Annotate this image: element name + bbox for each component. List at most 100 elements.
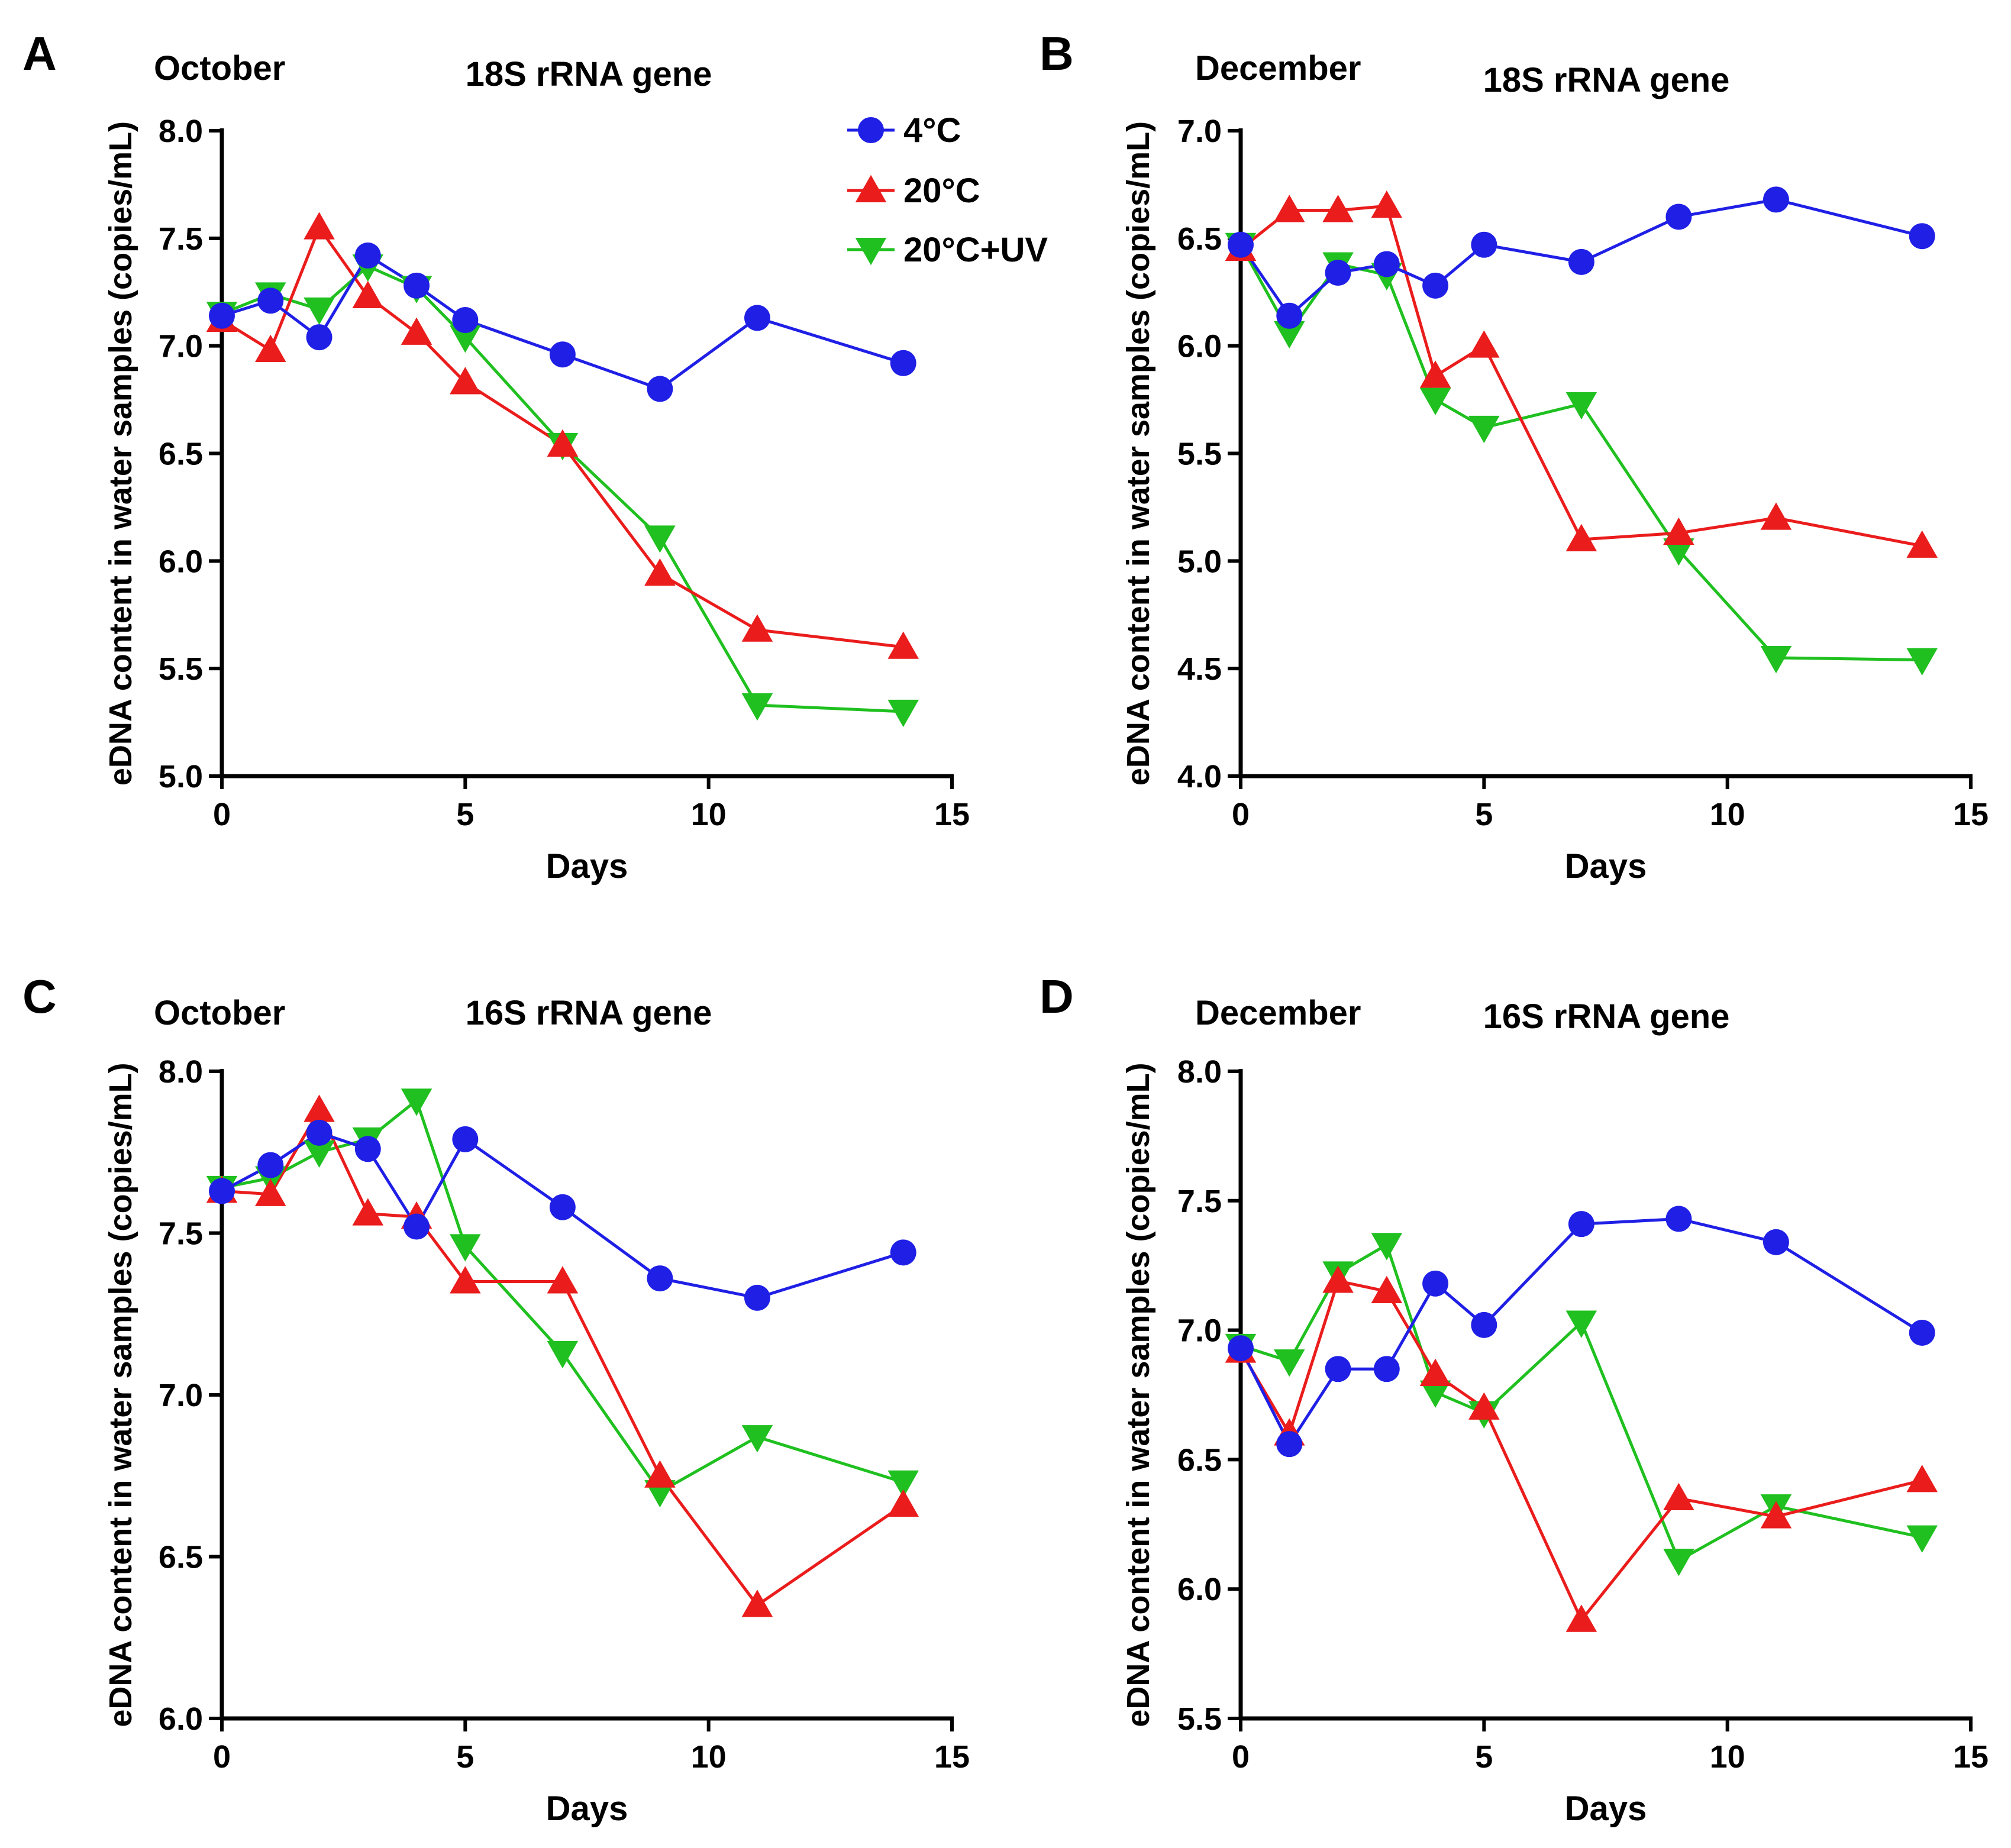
data-point-4c — [1471, 1311, 1497, 1338]
data-point-4c — [647, 376, 673, 402]
data-point-20cuv — [1274, 321, 1305, 349]
data-point-4c — [1909, 223, 1935, 250]
data-point-4c — [209, 1178, 235, 1204]
data-point-20c — [741, 614, 773, 642]
data-point-4c — [1763, 1229, 1789, 1255]
series-line-20cuv — [221, 1099, 904, 1494]
data-point-20cuv — [1906, 648, 1938, 676]
y-tick-label: 6.5 — [159, 1540, 203, 1575]
data-point-20c — [1663, 517, 1694, 545]
panel-letter: D — [1040, 970, 1074, 1023]
chart-title: 16S rRNA gene — [1483, 997, 1730, 1036]
chart-panel-c: C October 16S rRNA gene 6.0 6.5 7.0 7.5 8.0 0 5 10… — [22, 970, 970, 1828]
data-point-4c — [1325, 1356, 1351, 1382]
x-tick-label: 5 — [1475, 797, 1493, 832]
data-point-20c — [450, 1266, 481, 1294]
legend-item-4c: 4°C — [847, 111, 961, 150]
data-point-4c — [1422, 272, 1449, 299]
legend-item-20c: 20°C — [847, 172, 980, 210]
data-point-4c — [890, 1239, 916, 1266]
data-point-20c — [1565, 524, 1597, 551]
legend-label: 4°C — [903, 111, 961, 150]
data-point-4c — [744, 1284, 770, 1311]
data-point-20c — [1419, 1358, 1451, 1386]
y-tick-label: 6.5 — [1177, 221, 1222, 257]
data-point-20cuv — [1565, 1310, 1597, 1338]
panel-month: December — [1195, 49, 1361, 88]
series-line-20c — [221, 226, 904, 649]
data-point-4c — [306, 324, 333, 351]
y-tick-label: 8.0 — [159, 114, 203, 149]
x-tick-label: 5 — [456, 797, 474, 832]
x-tick-label: 5 — [456, 1739, 474, 1775]
data-point-4c — [209, 302, 235, 329]
data-point-20cuv — [304, 297, 335, 325]
data-point-20c — [644, 1460, 676, 1488]
data-point-20cuv — [547, 1340, 579, 1369]
x-tick-label: 0 — [1232, 797, 1250, 832]
y-tick-label: 6.0 — [1177, 1572, 1222, 1607]
y-tick-label: 5.5 — [159, 651, 203, 687]
data-point-20c — [741, 1589, 773, 1617]
data-point-20c — [547, 429, 579, 457]
y-tick-label: 7.5 — [1177, 1184, 1222, 1219]
series-line-4c — [221, 1131, 904, 1300]
panel-letter: B — [1040, 27, 1074, 80]
data-point-20c — [1760, 502, 1792, 530]
data-point-4c — [306, 1119, 333, 1146]
legend-marker-4c — [858, 117, 884, 143]
data-point-20cuv — [887, 1470, 919, 1498]
y-tick-label: 7.0 — [159, 1378, 203, 1413]
data-point-20cuv — [304, 1140, 335, 1168]
data-point-20c — [1906, 530, 1938, 558]
y-tick-label: 5.0 — [1177, 544, 1222, 579]
series-line-20c — [221, 1109, 905, 1607]
data-point-4c — [1471, 231, 1497, 258]
data-point-20cuv — [1760, 645, 1792, 674]
data-point-20c — [255, 334, 286, 362]
x-tick-label: 10 — [691, 1739, 727, 1775]
data-point-4c — [1665, 203, 1692, 230]
legend-marker-20cuv — [855, 238, 887, 266]
chart-panel-a: A October 18S rRNA gene 5.0 5.5 6.0 6.5 7.0 7.5 8… — [22, 27, 970, 886]
data-point-20cuv — [401, 1088, 432, 1116]
data-point-20c — [1371, 190, 1403, 218]
x-tick-label: 0 — [1232, 1739, 1250, 1775]
data-point-20cuv — [1906, 1525, 1938, 1553]
data-point-4c — [452, 1126, 479, 1152]
data-point-4c — [744, 305, 770, 331]
data-point-20cuv — [741, 1425, 773, 1453]
x-axis-label: Days — [1565, 847, 1647, 886]
data-point-20cuv — [450, 325, 481, 353]
data-point-20c — [401, 317, 432, 345]
panel-month: October — [154, 994, 285, 1032]
series-line-4c — [1239, 1217, 1923, 1446]
legend-item-20cuv: 20°C+UV — [847, 231, 1048, 269]
data-point-4c — [354, 242, 381, 269]
data-point-20c — [1419, 360, 1451, 388]
y-tick-label: 7.5 — [159, 221, 203, 257]
chart-panel-b: B December 18S rRNA gene 4.0 4.5 5.0 5.5 6.0 6.5… — [1040, 27, 1989, 886]
series-line-20cuv — [1240, 1243, 1923, 1562]
data-point-20cuv — [450, 1234, 481, 1262]
data-point-4c — [890, 350, 916, 376]
x-axis-label: Days — [546, 1789, 628, 1828]
y-tick-label: 5.0 — [159, 759, 203, 794]
data-point-4c — [404, 272, 430, 299]
data-point-20cuv — [741, 693, 773, 721]
data-point-4c — [1909, 1319, 1935, 1346]
data-point-4c — [1665, 1206, 1692, 1232]
y-tick-label: 6.5 — [159, 437, 203, 472]
y-tick-label: 7.5 — [159, 1216, 203, 1252]
data-point-20c — [1468, 330, 1500, 358]
series-line-20cuv — [221, 264, 903, 713]
data-point-20c — [1371, 1275, 1403, 1303]
data-point-4c — [647, 1265, 673, 1292]
y-tick-label: 5.5 — [1177, 437, 1222, 472]
data-point-4c — [1325, 260, 1351, 286]
y-axis-label: eDNA content in water samples (copies/mL… — [103, 1062, 138, 1727]
x-tick-label: 0 — [213, 1739, 231, 1775]
series-line-20c — [1239, 1279, 1923, 1622]
y-tick-label: 7.0 — [159, 329, 203, 364]
data-point-20cuv — [1663, 538, 1694, 566]
